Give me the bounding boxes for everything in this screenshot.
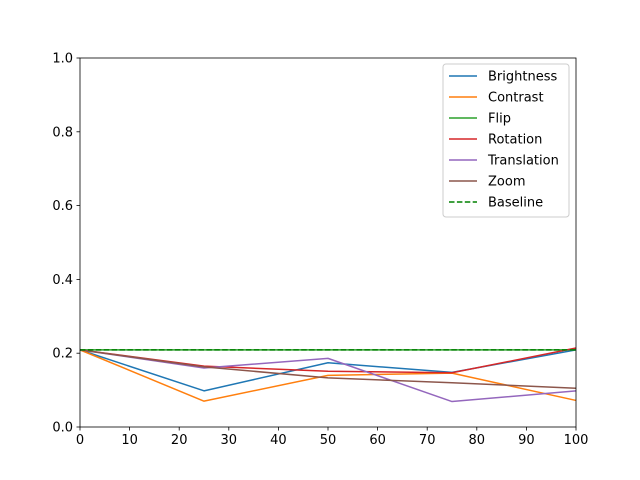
x-tick-label: 50	[320, 433, 337, 448]
legend-label-contrast: Contrast	[488, 91, 544, 106]
x-tick-label: 0	[76, 433, 84, 448]
legend-box	[442, 63, 570, 218]
legend-label-zoom: Zoom	[488, 175, 525, 190]
x-tick-label: 30	[221, 433, 238, 448]
legend: Brightness Contrast Flip Rotation Translatio…	[442, 63, 570, 218]
x-tick-label: 20	[171, 433, 188, 448]
y-tick-label: 0.2	[52, 347, 73, 362]
series-layer	[79, 347, 577, 403]
legend-label-translation: Translation	[487, 154, 559, 169]
series-line-contrast	[79, 349, 577, 402]
x-tick-label: 70	[419, 433, 436, 448]
y-tick-label: 0.4	[52, 273, 73, 288]
x-tick-label: 10	[121, 433, 138, 448]
y-tick-label: 0.6	[52, 199, 73, 214]
legend-label-brightness: Brightness	[488, 70, 557, 85]
y-tick-label: 0.0	[52, 421, 73, 436]
x-tick-label: 90	[518, 433, 535, 448]
y-tick-label: 1.0	[52, 52, 73, 67]
y-tick-label: 0.8	[52, 125, 73, 140]
x-tick-label: 100	[564, 433, 589, 448]
legend-label-flip: Flip	[488, 112, 511, 127]
series-line-zoom	[79, 349, 577, 389]
x-tick-label: 60	[369, 433, 386, 448]
legend-label-rotation: Rotation	[488, 133, 542, 148]
x-tick-label: 40	[270, 433, 287, 448]
x-tick-label: 80	[469, 433, 486, 448]
axes-layer: 0 10 20 30 40 50 60 70 80 90 100 0.0 0.2 0.4 0.6 0.8 1.0	[52, 52, 588, 449]
legend-label-baseline: Baseline	[488, 196, 543, 211]
